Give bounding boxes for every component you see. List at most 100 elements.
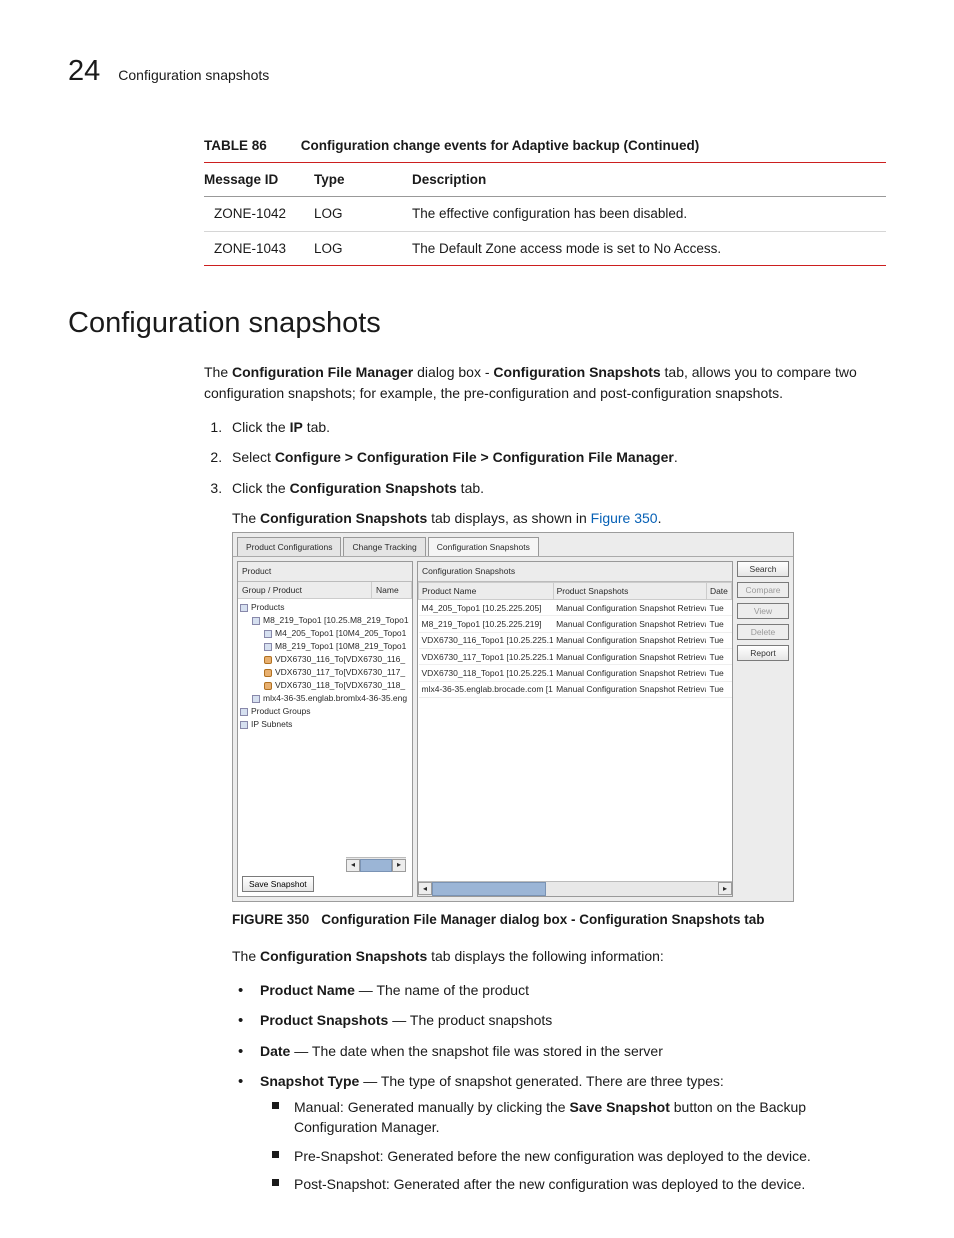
report-button[interactable]: Report <box>737 645 789 661</box>
snapshots-table: Product NameProduct SnapshotsDate M4_205… <box>418 582 732 698</box>
delete-button[interactable]: Delete <box>737 624 789 640</box>
cell: Tue <box>706 600 731 616</box>
cell: Tue <box>706 681 731 697</box>
text: The <box>204 364 232 380</box>
snapshots-pane: Configuration Snapshots Product NameProd… <box>417 561 733 897</box>
list-item: Snapshot Type — The type of snapshot gen… <box>250 1071 886 1194</box>
action-buttons: Search Compare View Delete Report <box>737 561 789 897</box>
col-header: Name <box>372 582 412 598</box>
tree-label: Products <box>251 601 285 614</box>
figure-caption-text: Configuration File Manager dialog box - … <box>321 912 764 927</box>
text: . <box>658 510 662 526</box>
product-pane: Product Group / Product Name ProductsM8_… <box>237 561 413 897</box>
tree-node[interactable]: Product Groups <box>240 705 412 718</box>
tree-node[interactable]: VDX6730_118_To[VDX6730_118_ <box>240 679 412 692</box>
cell: Manual Configuration Snapshot Retrieval <box>553 632 706 648</box>
text: tab displays, as shown in <box>427 510 590 526</box>
tab-change-tracking[interactable]: Change Tracking <box>343 537 425 556</box>
text: — The name of the product <box>355 982 529 998</box>
table-id: TABLE 86 <box>204 138 267 153</box>
table-row[interactable]: VDX6730_116_Topo1 [10.25.225.116]Manual … <box>419 632 732 648</box>
tree-node[interactable]: M8_219_Topo1 [10.25.M8_219_Topo1 <box>240 614 412 627</box>
cell-type: LOG <box>314 231 412 266</box>
text-bold: Configuration Snapshots <box>260 510 427 526</box>
folder-icon <box>240 604 248 612</box>
col-header[interactable]: Product Snapshots <box>553 582 706 599</box>
text-bold: Configuration Snapshots <box>260 948 427 964</box>
tab-product-configurations[interactable]: Product Configurations <box>237 537 341 556</box>
col-header[interactable]: Product Name <box>419 582 554 599</box>
cell-id: ZONE-1042 <box>204 197 314 232</box>
text-bold: Snapshot Type <box>260 1073 359 1089</box>
text: The <box>232 510 260 526</box>
tree-label: mlx4-36-35.englab.bromlx4-36-35.eng <box>263 692 407 705</box>
table-caption: TABLE 86Configuration change events for … <box>204 136 886 156</box>
figure-link[interactable]: Figure 350 <box>591 510 658 526</box>
step: Click the IP tab. <box>226 417 886 437</box>
tab-configuration-snapshots[interactable]: Configuration Snapshots <box>428 537 539 556</box>
cell: Manual Configuration Snapshot Retrieval <box>553 600 706 616</box>
product-tree[interactable]: ProductsM8_219_Topo1 [10.25.M8_219_Topo1… <box>238 599 412 857</box>
table-row[interactable]: VDX6730_118_Topo1 [10.25.225.118]Manual … <box>419 665 732 681</box>
cell: mlx4-36-35.englab.brocade.com [10.24.36.… <box>419 681 554 697</box>
text: Click the <box>232 419 290 435</box>
list-item: Product Snapshots — The product snapshot… <box>250 1010 886 1030</box>
tree-node[interactable]: M8_219_Topo1 [10M8_219_Topo1 <box>240 640 412 653</box>
dialog-screenshot: Product Configurations Change Tracking C… <box>232 532 794 902</box>
text: — The date when the snapshot file was st… <box>290 1043 663 1059</box>
text: Click the <box>232 480 290 496</box>
table-row[interactable]: M8_219_Topo1 [10.25.225.219]Manual Confi… <box>419 616 732 632</box>
list-item: Product Name — The name of the product <box>250 980 886 1000</box>
device-icon <box>264 682 272 690</box>
paragraph: The Configuration Snapshots tab displays… <box>232 946 886 966</box>
tree-label: M4_205_Topo1 [10M4_205_Topo1 <box>275 627 406 640</box>
tree-node[interactable]: Products <box>240 601 412 614</box>
figure-id: FIGURE 350 <box>232 912 309 927</box>
scroll-thumb[interactable] <box>360 859 392 872</box>
pane-header: Configuration Snapshots <box>418 562 732 581</box>
step-extra: The Configuration Snapshots tab displays… <box>232 508 886 528</box>
table-row: ZONE-1043 LOG The Default Zone access mo… <box>204 231 886 266</box>
scroll-thumb[interactable] <box>432 882 546 896</box>
sub-list: Manual: Generated manually by clicking t… <box>260 1097 886 1194</box>
cell-desc: The effective configuration has been dis… <box>412 197 886 232</box>
folder-icon <box>264 630 272 638</box>
cell: Tue <box>706 616 731 632</box>
intro-paragraph: The Configuration File Manager dialog bo… <box>204 362 886 403</box>
scroll-right-icon[interactable]: ▸ <box>392 859 406 872</box>
cell: VDX6730_117_Topo1 [10.25.225.117] <box>419 649 554 665</box>
text-bold: Configure > Configuration File > Configu… <box>275 449 674 465</box>
text: tab displays the following information: <box>427 948 664 964</box>
table-row[interactable]: VDX6730_117_Topo1 [10.25.225.117]Manual … <box>419 649 732 665</box>
horizontal-scrollbar[interactable]: ◂ ▸ <box>346 857 406 872</box>
horizontal-scrollbar[interactable]: ◂ ▸ <box>418 881 732 896</box>
table-row[interactable]: mlx4-36-35.englab.brocade.com [10.24.36.… <box>419 681 732 697</box>
cell: Manual Configuration Snapshot Retrieval <box>553 681 706 697</box>
tree-label: VDX6730_116_To[VDX6730_116_ <box>275 653 405 666</box>
col-header[interactable]: Date <box>706 582 731 599</box>
list-item: Manual: Generated manually by clicking t… <box>286 1097 886 1138</box>
view-button[interactable]: View <box>737 603 789 619</box>
tree-node[interactable]: M4_205_Topo1 [10M4_205_Topo1 <box>240 627 412 640</box>
folder-icon <box>252 617 260 625</box>
step: Select Configure > Configuration File > … <box>226 447 886 467</box>
cell: VDX6730_118_Topo1 [10.25.225.118] <box>419 665 554 681</box>
table-row[interactable]: M4_205_Topo1 [10.25.225.205]Manual Confi… <box>419 600 732 616</box>
tree-label: VDX6730_118_To[VDX6730_118_ <box>275 679 405 692</box>
save-snapshot-button[interactable]: Save Snapshot <box>242 876 314 892</box>
tree-label: M8_219_Topo1 [10M8_219_Topo1 <box>275 640 406 653</box>
bullet-list: Product Name — The name of the product P… <box>232 980 886 1194</box>
cell: Tue <box>706 649 731 665</box>
scroll-right-icon[interactable]: ▸ <box>718 882 732 895</box>
tree-node[interactable]: VDX6730_117_To[VDX6730_117_ <box>240 666 412 679</box>
col-header: Group / Product <box>238 582 372 598</box>
scroll-left-icon[interactable]: ◂ <box>418 882 432 895</box>
search-button[interactable]: Search <box>737 561 789 577</box>
device-icon <box>264 656 272 664</box>
tree-node[interactable]: mlx4-36-35.englab.bromlx4-36-35.eng <box>240 692 412 705</box>
scroll-left-icon[interactable]: ◂ <box>346 859 360 872</box>
tree-node[interactable]: VDX6730_116_To[VDX6730_116_ <box>240 653 412 666</box>
tree-node[interactable]: IP Subnets <box>240 718 412 731</box>
compare-button[interactable]: Compare <box>737 582 789 598</box>
list-item: Pre-Snapshot: Generated before the new c… <box>286 1146 886 1166</box>
